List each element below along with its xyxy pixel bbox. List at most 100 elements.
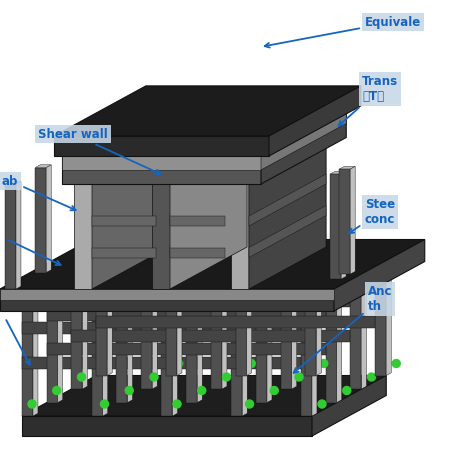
- Polygon shape: [301, 311, 312, 416]
- Polygon shape: [166, 271, 177, 375]
- Circle shape: [125, 386, 133, 394]
- Polygon shape: [92, 308, 108, 311]
- Polygon shape: [54, 136, 269, 156]
- Polygon shape: [82, 281, 87, 389]
- Circle shape: [150, 373, 158, 381]
- Polygon shape: [46, 165, 51, 273]
- Circle shape: [320, 359, 328, 367]
- Polygon shape: [35, 165, 51, 167]
- Polygon shape: [35, 167, 46, 273]
- Polygon shape: [339, 166, 355, 169]
- Polygon shape: [334, 239, 425, 311]
- Polygon shape: [152, 184, 170, 289]
- Polygon shape: [231, 311, 242, 416]
- Polygon shape: [297, 375, 301, 378]
- Polygon shape: [200, 389, 204, 392]
- Polygon shape: [375, 268, 391, 271]
- Polygon shape: [166, 268, 182, 271]
- Polygon shape: [72, 295, 350, 307]
- Polygon shape: [92, 184, 231, 289]
- Polygon shape: [128, 295, 132, 402]
- Polygon shape: [0, 289, 334, 311]
- Polygon shape: [306, 271, 317, 375]
- Polygon shape: [231, 142, 326, 184]
- Polygon shape: [306, 268, 321, 271]
- Polygon shape: [0, 289, 334, 300]
- Polygon shape: [72, 330, 350, 342]
- Polygon shape: [170, 142, 247, 289]
- Polygon shape: [92, 142, 169, 289]
- Polygon shape: [96, 271, 107, 375]
- Polygon shape: [173, 308, 177, 416]
- Polygon shape: [74, 142, 326, 184]
- Polygon shape: [242, 308, 247, 416]
- Polygon shape: [152, 142, 247, 184]
- Polygon shape: [394, 362, 398, 365]
- Polygon shape: [22, 308, 38, 311]
- Polygon shape: [326, 298, 337, 402]
- Polygon shape: [339, 169, 350, 274]
- Polygon shape: [362, 281, 366, 389]
- Polygon shape: [107, 268, 112, 375]
- Polygon shape: [55, 389, 59, 392]
- Polygon shape: [47, 298, 58, 402]
- Polygon shape: [211, 281, 227, 284]
- Polygon shape: [96, 316, 375, 328]
- Polygon shape: [92, 311, 103, 416]
- Polygon shape: [337, 295, 342, 402]
- Circle shape: [318, 400, 326, 408]
- Polygon shape: [22, 322, 301, 334]
- Circle shape: [198, 386, 206, 394]
- Circle shape: [270, 386, 278, 394]
- Polygon shape: [74, 184, 92, 289]
- Polygon shape: [170, 247, 225, 257]
- Polygon shape: [341, 172, 346, 279]
- Circle shape: [173, 400, 181, 408]
- Polygon shape: [30, 402, 34, 405]
- Polygon shape: [33, 308, 38, 416]
- Polygon shape: [102, 402, 107, 405]
- Polygon shape: [386, 268, 391, 375]
- Circle shape: [102, 359, 110, 367]
- Polygon shape: [170, 216, 225, 226]
- Polygon shape: [211, 284, 222, 389]
- Polygon shape: [177, 362, 181, 365]
- Polygon shape: [22, 375, 386, 416]
- Polygon shape: [256, 295, 272, 298]
- Polygon shape: [103, 308, 108, 416]
- Polygon shape: [162, 308, 177, 311]
- Polygon shape: [177, 268, 182, 375]
- Polygon shape: [267, 295, 272, 402]
- Circle shape: [343, 386, 351, 394]
- Polygon shape: [16, 181, 21, 289]
- Polygon shape: [197, 295, 202, 402]
- Polygon shape: [162, 311, 173, 416]
- Polygon shape: [330, 174, 341, 279]
- Polygon shape: [186, 298, 197, 402]
- Polygon shape: [62, 156, 261, 170]
- Polygon shape: [22, 311, 33, 416]
- Polygon shape: [320, 402, 324, 405]
- Circle shape: [246, 400, 254, 408]
- Polygon shape: [72, 284, 82, 389]
- Polygon shape: [96, 282, 375, 293]
- Polygon shape: [104, 362, 108, 365]
- Circle shape: [392, 359, 400, 367]
- Polygon shape: [141, 281, 157, 284]
- Polygon shape: [370, 375, 374, 378]
- Polygon shape: [236, 271, 247, 375]
- Polygon shape: [350, 284, 362, 389]
- Polygon shape: [330, 172, 346, 174]
- Text: Anc
th: Anc th: [294, 285, 392, 373]
- Polygon shape: [249, 206, 326, 257]
- Polygon shape: [175, 402, 179, 405]
- Polygon shape: [249, 174, 326, 226]
- Polygon shape: [54, 86, 361, 136]
- Polygon shape: [74, 142, 169, 184]
- Polygon shape: [326, 295, 342, 298]
- Polygon shape: [249, 362, 253, 365]
- Polygon shape: [249, 142, 326, 289]
- Text: Shear wall: Shear wall: [38, 128, 161, 174]
- Polygon shape: [80, 375, 83, 378]
- Polygon shape: [117, 298, 128, 402]
